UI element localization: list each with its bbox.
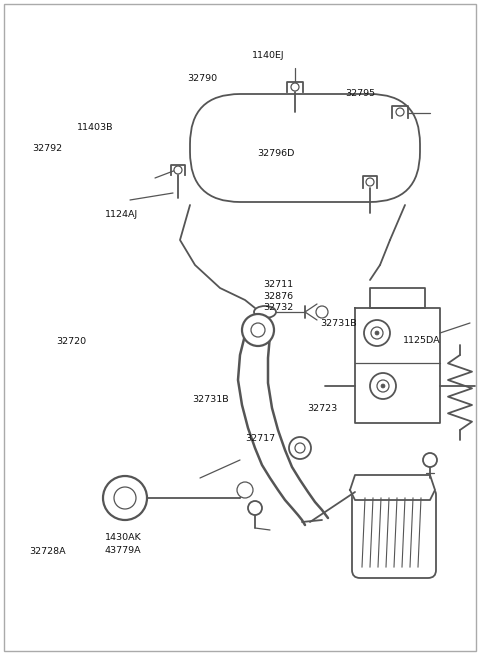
- Text: 11403B: 11403B: [77, 122, 113, 132]
- Text: 32792: 32792: [33, 143, 63, 153]
- Circle shape: [289, 437, 311, 459]
- Circle shape: [242, 314, 274, 346]
- Circle shape: [423, 453, 437, 467]
- Text: 32731B: 32731B: [192, 395, 228, 404]
- Text: 32720: 32720: [57, 337, 87, 346]
- Text: 32731B: 32731B: [321, 319, 357, 328]
- Text: 32711: 32711: [263, 280, 293, 289]
- Circle shape: [316, 306, 328, 318]
- Circle shape: [237, 482, 253, 498]
- Text: 32728A: 32728A: [29, 547, 65, 556]
- Circle shape: [396, 108, 404, 116]
- Circle shape: [370, 373, 396, 399]
- Circle shape: [366, 178, 374, 186]
- Text: 1140EJ: 1140EJ: [252, 51, 285, 60]
- Circle shape: [251, 323, 265, 337]
- Text: 32723: 32723: [307, 404, 337, 413]
- Circle shape: [377, 380, 389, 392]
- Circle shape: [364, 320, 390, 346]
- Circle shape: [114, 487, 136, 509]
- Text: 43779A: 43779A: [105, 546, 141, 555]
- Text: 32790: 32790: [187, 74, 217, 83]
- Text: 1124AJ: 1124AJ: [105, 210, 138, 219]
- Text: 1430AK: 1430AK: [105, 533, 142, 542]
- Circle shape: [295, 443, 305, 453]
- Text: 32796D: 32796D: [257, 149, 294, 158]
- Text: 32732: 32732: [263, 303, 293, 312]
- Circle shape: [381, 384, 385, 388]
- Circle shape: [371, 327, 383, 339]
- Circle shape: [174, 166, 182, 174]
- Circle shape: [375, 331, 379, 335]
- Circle shape: [103, 476, 147, 520]
- Text: 1125DA: 1125DA: [403, 336, 441, 345]
- Text: 32876: 32876: [263, 291, 293, 301]
- Circle shape: [248, 501, 262, 515]
- Circle shape: [291, 83, 299, 91]
- FancyBboxPatch shape: [352, 487, 436, 578]
- Text: 32717: 32717: [245, 434, 275, 443]
- Text: 32795: 32795: [346, 88, 376, 98]
- Ellipse shape: [254, 306, 276, 318]
- Polygon shape: [350, 475, 435, 500]
